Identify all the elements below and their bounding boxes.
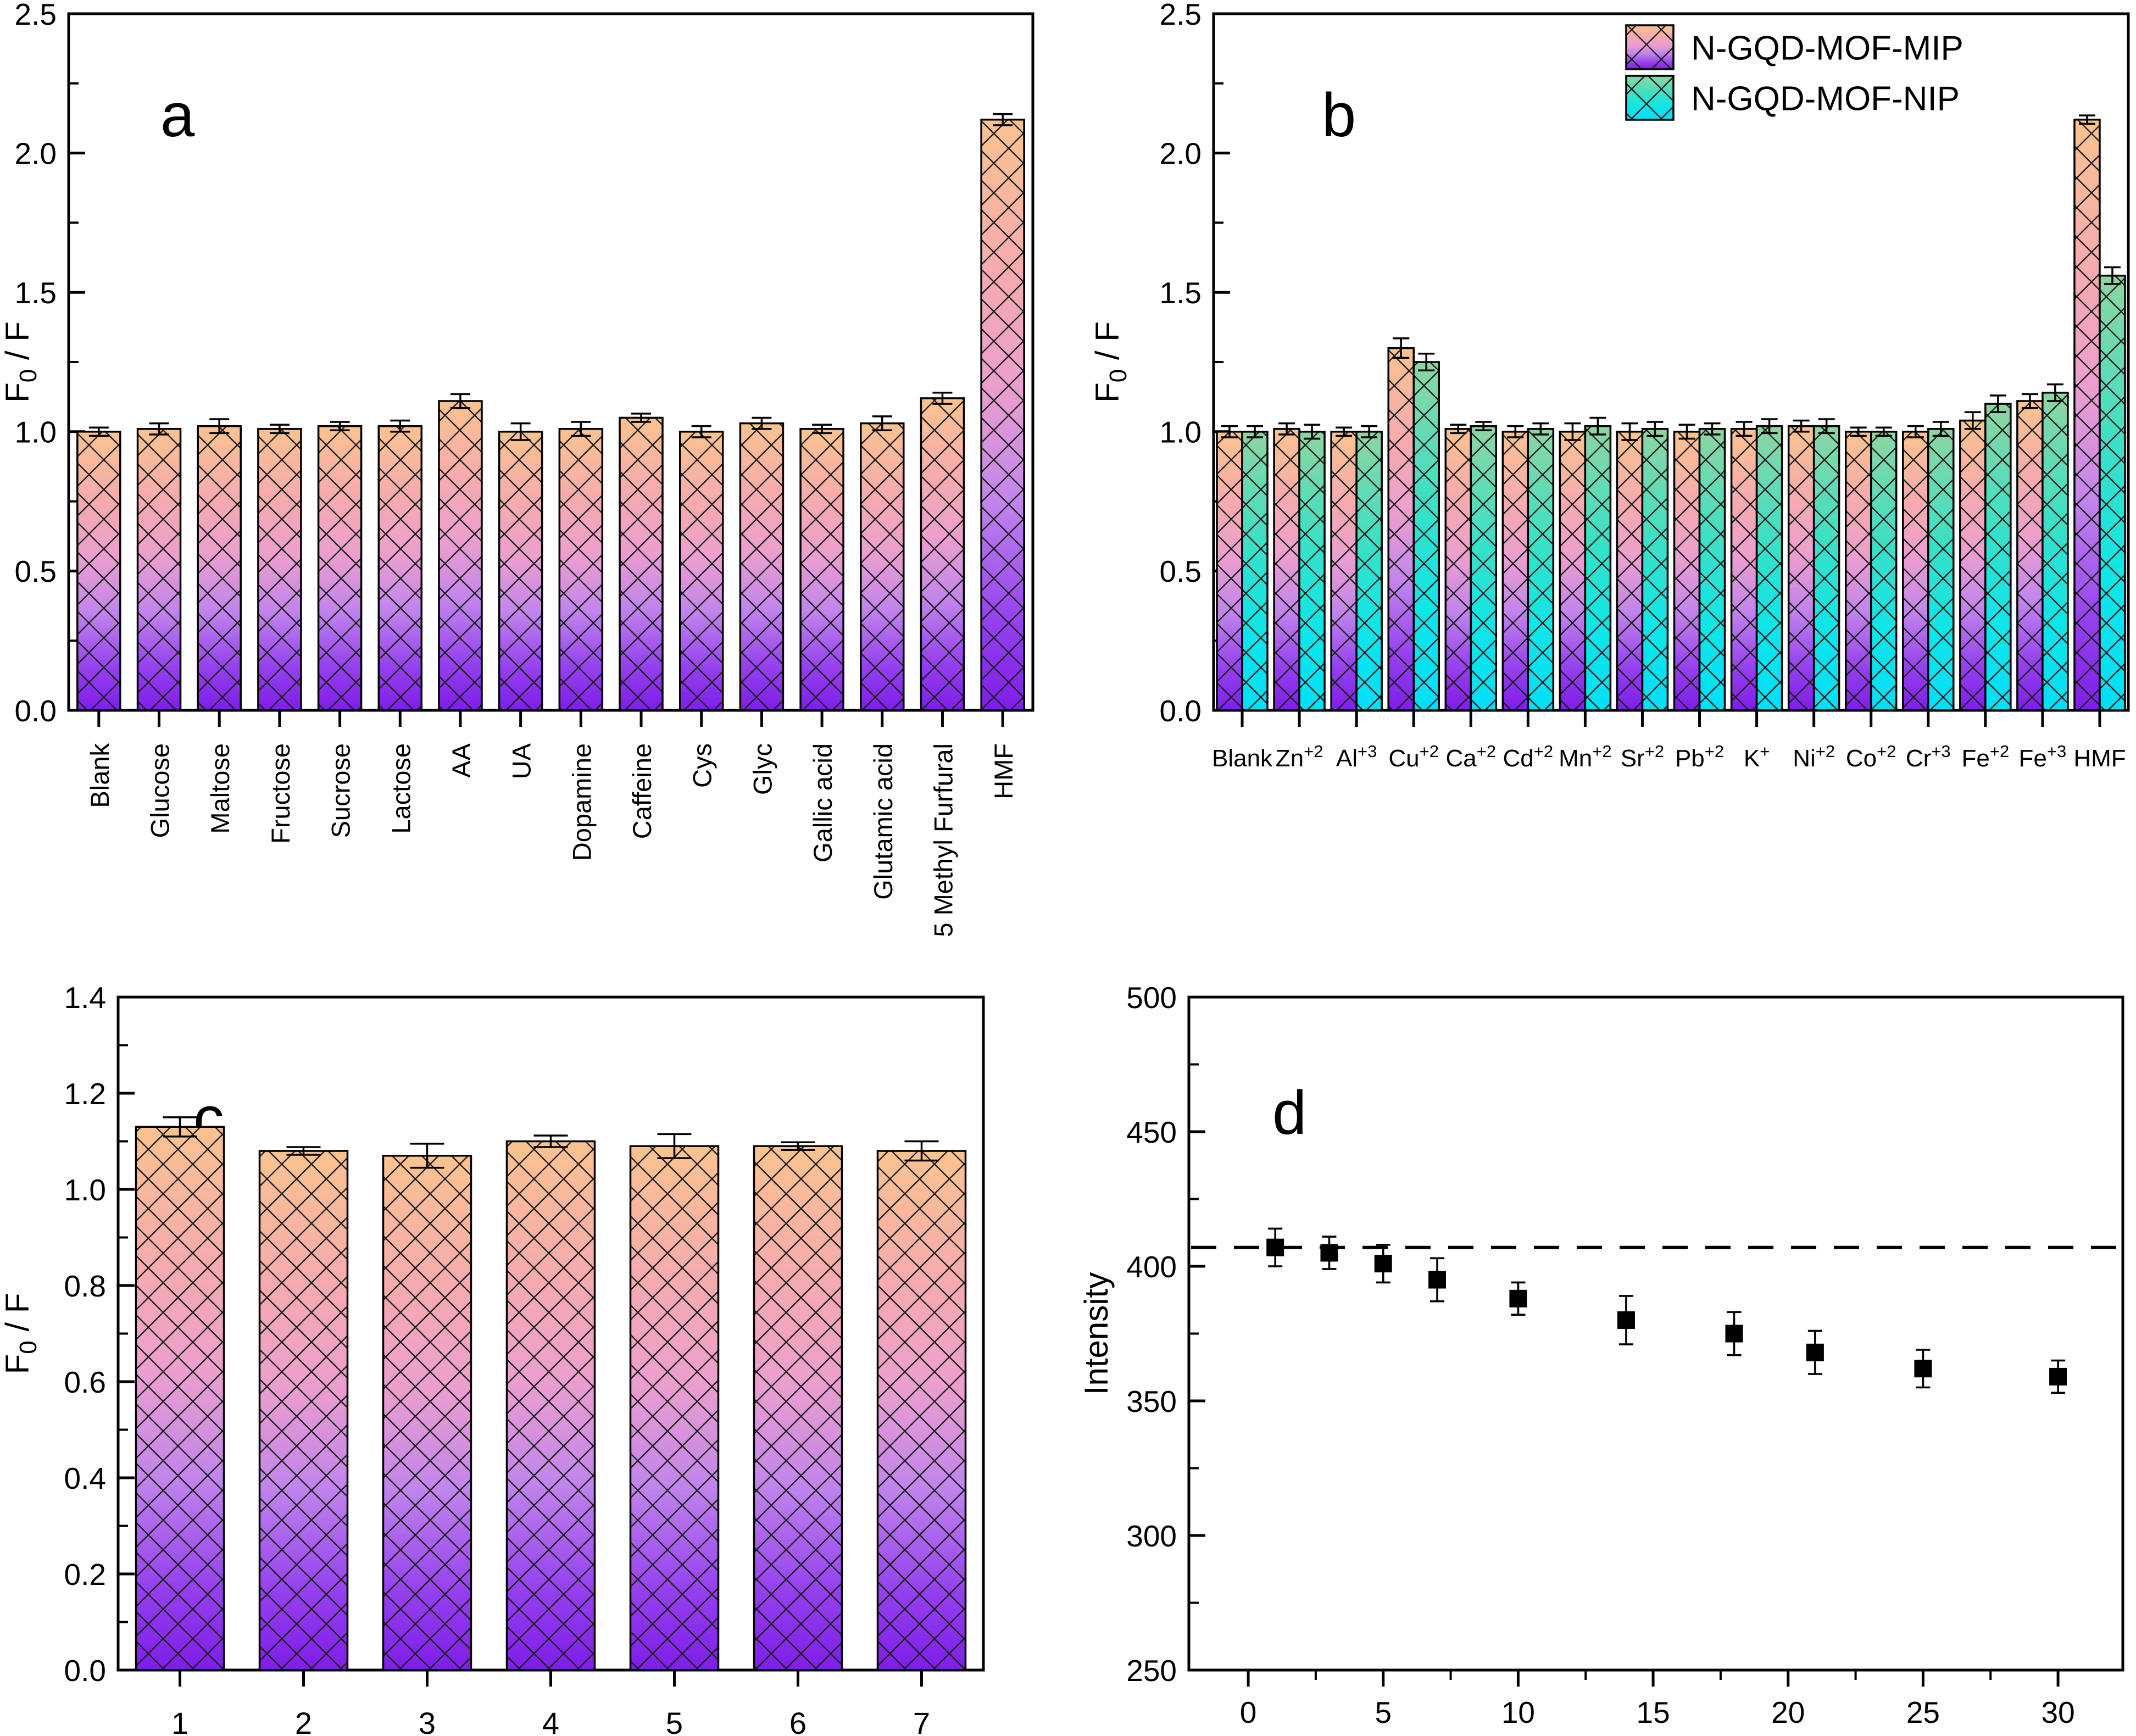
svg-text:1.0: 1.0 (1160, 415, 1202, 449)
svg-text:1.0: 1.0 (64, 1173, 106, 1207)
panel-d-intensity-scatter-chart: 250 300 350 400 450 500 Intensity d 0 5 10 15 20 25 30 (1078, 981, 2124, 1729)
svg-text:Sucrose: Sucrose (326, 743, 355, 838)
svg-text:Caffeine: Caffeine (627, 743, 657, 839)
svg-text:Cu+2: Cu+2 (1388, 742, 1439, 772)
svg-text:Intensity: Intensity (1078, 1272, 1115, 1395)
svg-text:0.5: 0.5 (1160, 554, 1202, 588)
svg-text:Ca+2: Ca+2 (1445, 742, 1496, 772)
svg-text:450: 450 (1126, 1115, 1177, 1149)
svg-text:Pb+2: Pb+2 (1675, 742, 1724, 772)
panel-b-interference-grouped-bar-chart: 0.0 0.5 1.0 1.5 2.0 2.5 F0 / F b Blank Zn+2 Al+3 Cu… (1089, 0, 2130, 772)
svg-text:250: 250 (1126, 1654, 1177, 1688)
svg-text:Sr+2: Sr+2 (1621, 742, 1664, 772)
svg-text:Glutamic acid: Glutamic acid (869, 743, 898, 900)
svg-text:Blank: Blank (85, 743, 114, 808)
svg-text:1: 1 (171, 1706, 188, 1736)
svg-text:Co+2: Co+2 (1846, 742, 1896, 772)
svg-text:HMF: HMF (989, 743, 1018, 799)
svg-text:Cd+2: Cd+2 (1503, 742, 1554, 772)
svg-text:2: 2 (295, 1706, 312, 1736)
svg-text:Dopamine: Dopamine (567, 743, 596, 861)
svg-text:5: 5 (1375, 1695, 1392, 1729)
svg-text:Lactose: Lactose (386, 743, 415, 834)
svg-text:3: 3 (419, 1706, 436, 1736)
svg-text:2.5: 2.5 (1160, 0, 1202, 31)
svg-text:0.5: 0.5 (15, 554, 57, 588)
svg-text:0.8: 0.8 (64, 1269, 106, 1303)
svg-text:2.0: 2.0 (1160, 136, 1202, 170)
svg-text:1.5: 1.5 (1160, 276, 1202, 310)
svg-text:400: 400 (1126, 1250, 1177, 1284)
svg-text:d: d (1272, 1078, 1306, 1147)
svg-text:Ni+2: Ni+2 (1793, 742, 1835, 772)
svg-text:0.0: 0.0 (1160, 694, 1202, 728)
svg-text:6: 6 (789, 1706, 806, 1736)
svg-text:1.0: 1.0 (15, 415, 57, 449)
svg-text:AA: AA (447, 743, 476, 777)
svg-text:0: 0 (1240, 1695, 1257, 1729)
svg-text:5: 5 (666, 1706, 683, 1736)
svg-text:UA: UA (507, 743, 536, 779)
svg-text:a: a (160, 81, 195, 149)
svg-text:350: 350 (1126, 1384, 1177, 1418)
svg-text:HMF: HMF (2073, 745, 2126, 772)
svg-text:5 Methyl Furfural: 5 Methyl Furfural (928, 743, 958, 937)
svg-text:F0 / F: F0 / F (1089, 321, 1132, 403)
svg-text:Fe+3: Fe+3 (2019, 742, 2067, 772)
svg-text:0.2: 0.2 (64, 1557, 106, 1592)
svg-text:300: 300 (1126, 1519, 1177, 1553)
svg-text:7: 7 (913, 1706, 930, 1736)
svg-text:Cr+3: Cr+3 (1906, 742, 1951, 772)
svg-text:Glyc: Glyc (748, 743, 777, 795)
svg-text:30: 30 (2041, 1695, 2074, 1729)
svg-text:0.6: 0.6 (64, 1365, 106, 1399)
svg-text:20: 20 (1771, 1695, 1805, 1729)
svg-text:Maltose: Maltose (205, 743, 235, 834)
svg-text:N-GQD-MOF-NIP: N-GQD-MOF-NIP (1691, 80, 1960, 118)
panel-c-reusability-bar-chart: 0.00.20.40.60.81.01.21.4F0 / Fc1 2 3 4 5 6 7 (0, 981, 985, 1736)
svg-text:Fe+2: Fe+2 (1961, 742, 2009, 772)
svg-text:Fructose: Fructose (266, 743, 295, 844)
svg-text:F0 / F: F0 / F (0, 321, 42, 403)
svg-text:F0 / F: F0 / F (0, 1293, 42, 1375)
svg-text:10: 10 (1501, 1695, 1535, 1729)
svg-text:0.0: 0.0 (64, 1654, 106, 1688)
svg-text:500: 500 (1126, 981, 1177, 1015)
svg-text:Glucose: Glucose (146, 743, 175, 838)
svg-text:2.0: 2.0 (15, 136, 57, 170)
svg-text:1.2: 1.2 (64, 1077, 106, 1111)
svg-text:15: 15 (1636, 1695, 1670, 1729)
svg-text:0.4: 0.4 (64, 1461, 106, 1495)
svg-text:N-GQD-MOF-MIP: N-GQD-MOF-MIP (1691, 29, 1963, 67)
svg-text:1.4: 1.4 (64, 981, 106, 1015)
svg-text:Gallic acid: Gallic acid (808, 743, 837, 863)
svg-text:1.5: 1.5 (15, 276, 57, 310)
svg-text:K+: K+ (1744, 742, 1770, 772)
svg-text:2.5: 2.5 (15, 0, 57, 31)
svg-text:Al+3: Al+3 (1336, 742, 1377, 772)
svg-text:Cys: Cys (688, 743, 717, 788)
svg-text:0.0: 0.0 (15, 694, 57, 728)
svg-text:4: 4 (542, 1706, 559, 1736)
svg-text:Blank: Blank (1212, 745, 1273, 772)
svg-text:25: 25 (1906, 1695, 1940, 1729)
svg-text:b: b (1322, 81, 1356, 149)
panel-a-selectivity-bar-chart: 0.0 0.5 1.0 1.5 2.0 2.5 F0 / F a Blank Glucose Mal… (0, 0, 1034, 937)
svg-text:Zn+2: Zn+2 (1276, 742, 1323, 772)
svg-text:Mn+2: Mn+2 (1559, 742, 1611, 772)
